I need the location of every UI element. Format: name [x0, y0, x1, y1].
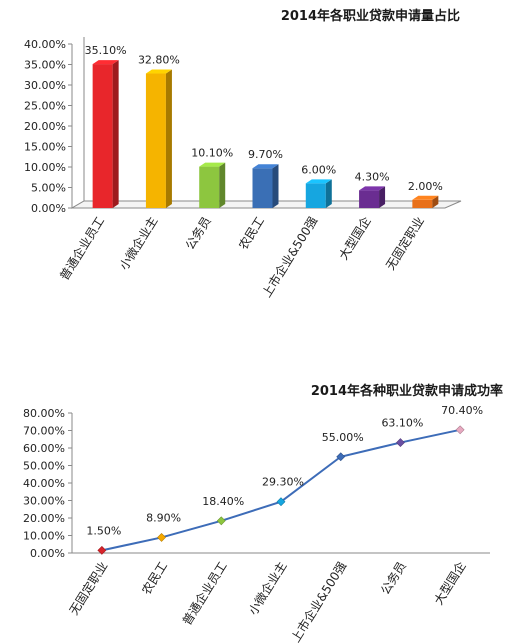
bar-side — [432, 195, 439, 208]
line-chart-data-labels: 1.50% 8.90% 18.40% 29.30% 55.00% 63.10% 70.40% — [86, 404, 483, 538]
bar-chart: 2014年各职业贷款申请量占比 0.00% 5.00% 10.00% 15.00% 20… — [24, 8, 462, 300]
bar-chart-y-tick-label: 5.00% — [31, 182, 66, 195]
bar-front — [305, 183, 326, 208]
bar-6 — [359, 186, 386, 208]
bar-chart-y-tick-label: 30.00% — [24, 79, 66, 92]
bar-top — [359, 186, 386, 191]
bar-chart-y-tick-label: 40.00% — [24, 38, 66, 51]
bar-front — [359, 190, 380, 208]
line-chart-y-tick-label: 50.00% — [23, 460, 65, 473]
bar-chart-back-wall — [71, 37, 85, 209]
bar-top — [305, 179, 332, 184]
bar-top — [92, 60, 119, 65]
line-category-label: 农民工 — [139, 559, 170, 597]
line-chart-y-tick-label: 60.00% — [23, 442, 65, 455]
line-point-marker — [97, 545, 107, 555]
line-chart: 2014年各种职业贷款申请成功率 0.00% 10.00% 20.00% 30.00%… — [23, 383, 503, 643]
line-chart-title: 2014年各种职业贷款申请成功率 — [311, 383, 503, 399]
line-chart-y-tick-label: 40.00% — [23, 477, 65, 490]
bar-top — [412, 195, 439, 200]
bar-chart-bars — [92, 60, 439, 209]
bar-4 — [252, 164, 279, 208]
line-data-label: 63.10% — [381, 417, 423, 430]
bar-category-label: 农民工 — [236, 214, 267, 252]
line-chart-y-tick-label: 10.00% — [23, 530, 65, 543]
bar-category-label: 普通企业员工 — [56, 214, 107, 283]
line-chart-y-tick-label: 0.00% — [30, 547, 65, 560]
bar-chart-title: 2014年各职业贷款申请量占比 — [281, 8, 460, 24]
bar-data-label: 2.00% — [408, 180, 443, 193]
line-data-label: 29.30% — [262, 476, 304, 489]
bar-3 — [199, 162, 226, 208]
bar-5 — [305, 179, 332, 208]
bar-7 — [412, 195, 439, 208]
bar-data-label: 9.70% — [248, 148, 283, 161]
bar-front — [145, 73, 166, 209]
bar-category-label: 公务员 — [182, 214, 214, 252]
bar-top — [199, 162, 226, 167]
line-category-label: 大型国企 — [431, 559, 469, 608]
bar-side — [379, 186, 386, 208]
bar-top — [252, 164, 279, 169]
bar-front — [199, 166, 220, 208]
bar-1 — [92, 60, 119, 209]
bar-category-label: 大型国企 — [335, 214, 373, 263]
line-point-marker — [157, 533, 166, 542]
bar-side — [219, 162, 226, 208]
bar-chart-y-ticks: 0.00% 5.00% 10.00% 15.00% 20.00% 25.00% 30.00%… — [24, 38, 72, 215]
bar-data-label: 4.30% — [355, 170, 390, 183]
line-chart-y-ticks: 0.00% 10.00% 20.00% 30.00% 40.00% 50.00% 60.00… — [23, 407, 72, 560]
bar-data-label: 32.80% — [138, 54, 180, 67]
line-data-label: 8.90% — [146, 511, 181, 524]
line-chart-y-tick-label: 80.00% — [23, 407, 65, 420]
line-category-label: 小微企业主 — [245, 559, 290, 618]
bar-chart-y-tick-label: 15.00% — [24, 141, 66, 154]
bar-side — [325, 179, 332, 208]
bar-front — [412, 199, 433, 208]
line-point-marker — [276, 497, 286, 507]
bar-category-label: 上市企业&500强 — [259, 214, 321, 300]
bar-front — [92, 64, 113, 208]
bar-chart-data-labels: 35.10% 32.80% 10.10% 9.70% 6.00% 4.30% 2.00% — [85, 44, 443, 193]
bar-chart-y-tick-label: 20.00% — [24, 120, 66, 133]
line-data-label: 55.00% — [322, 431, 364, 444]
line-data-label: 70.40% — [441, 404, 483, 417]
bar-side — [272, 164, 279, 208]
bar-chart-y-tick-label: 25.00% — [24, 100, 66, 113]
line-chart-y-tick-label: 70.00% — [23, 425, 65, 438]
bar-side — [112, 60, 119, 209]
bar-chart-y-tick-label: 0.00% — [31, 202, 66, 215]
line-data-label: 18.40% — [202, 495, 244, 508]
bar-data-label: 10.10% — [191, 147, 233, 160]
line-category-label: 普通企业员工 — [179, 559, 230, 628]
line-chart-y-tick-label: 30.00% — [23, 495, 65, 508]
line-category-label: 上市企业&500强 — [288, 559, 350, 643]
bar-chart-y-tick-label: 10.00% — [24, 161, 66, 174]
line-point-marker — [336, 452, 346, 462]
bar-top — [145, 69, 172, 74]
bar-2 — [145, 69, 172, 209]
bar-data-label: 35.10% — [85, 44, 127, 57]
line-point-marker — [455, 425, 465, 435]
line-chart-series — [97, 425, 465, 555]
line-point-marker — [396, 438, 405, 447]
line-data-label: 1.50% — [86, 524, 121, 537]
line-point-marker — [216, 516, 226, 526]
bar-category-label: 无固定职业 — [382, 214, 427, 273]
bar-side — [165, 69, 172, 209]
bar-chart-y-tick-label: 35.00% — [24, 59, 66, 72]
line-category-label: 无固定职业 — [66, 559, 111, 618]
bar-data-label: 6.00% — [301, 163, 336, 176]
line-chart-y-tick-label: 20.00% — [23, 512, 65, 525]
line-series — [101, 428, 461, 552]
bar-category-label: 小微企业主 — [116, 214, 161, 273]
bar-front — [252, 168, 273, 208]
line-category-label: 公务员 — [377, 559, 409, 597]
